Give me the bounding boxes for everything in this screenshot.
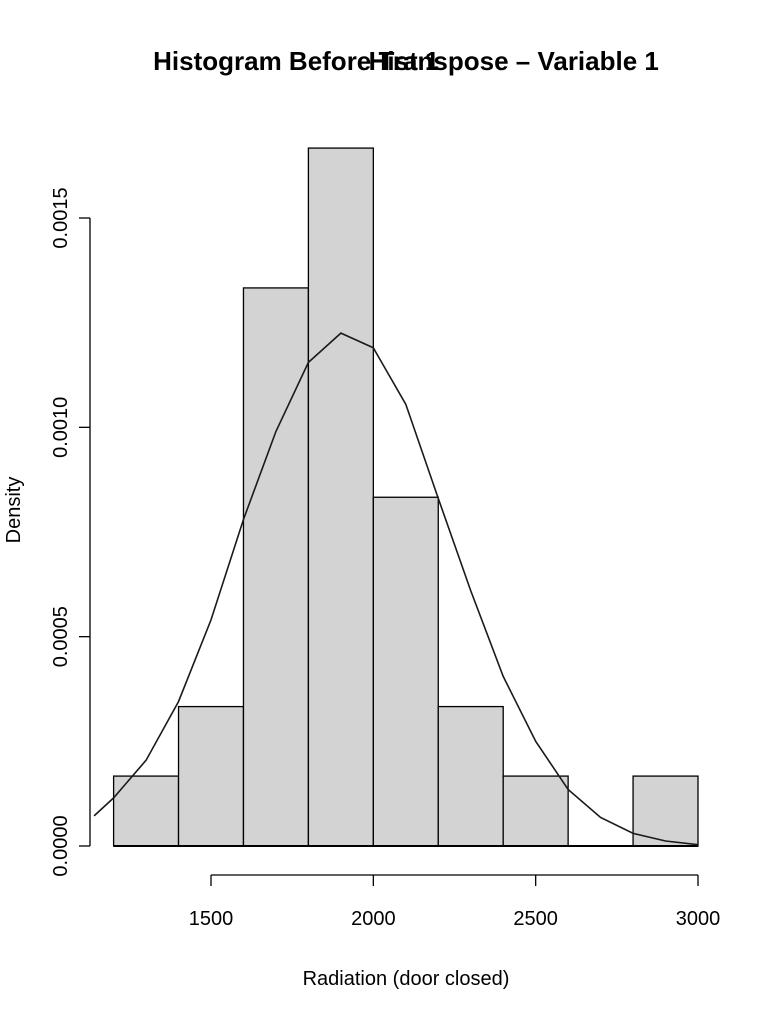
histogram-bar <box>632 775 699 847</box>
x-axis: 1500 2000 2500 3000 <box>189 874 721 930</box>
histogram-bar <box>242 287 310 847</box>
histogram-bar <box>372 496 439 847</box>
x-tick-label: 2500 <box>513 908 558 930</box>
y-axis-label: Density <box>3 477 25 544</box>
x-tick-label: 1500 <box>189 908 234 930</box>
histogram-bar <box>177 705 245 847</box>
x-tick-label: 2000 <box>351 908 396 930</box>
y-axis: 0.0000 0.0005 0.0010 0.0015 <box>50 187 91 877</box>
chart-title-overlay: Hist 1 <box>369 46 440 76</box>
y-tick-label: 0.0000 <box>50 815 72 876</box>
histogram-bar <box>307 147 374 847</box>
x-tick-label: 3000 <box>676 908 721 930</box>
histogram-bar <box>437 705 504 847</box>
chart-title: Histogram Before Transpose – Variable 1 … <box>153 46 659 76</box>
histogram-bars <box>112 147 699 847</box>
y-tick-label: 0.0005 <box>50 606 72 667</box>
density-curve <box>93 332 699 846</box>
y-tick-label: 0.0010 <box>50 397 72 458</box>
histogram-bar <box>502 775 569 847</box>
y-tick-label: 0.0015 <box>50 187 72 248</box>
x-axis-label: Radiation (door closed) <box>303 968 510 990</box>
chart-title-main: Histogram Before Transpose – Variable 1 <box>153 46 659 76</box>
histogram-bar <box>112 775 180 847</box>
